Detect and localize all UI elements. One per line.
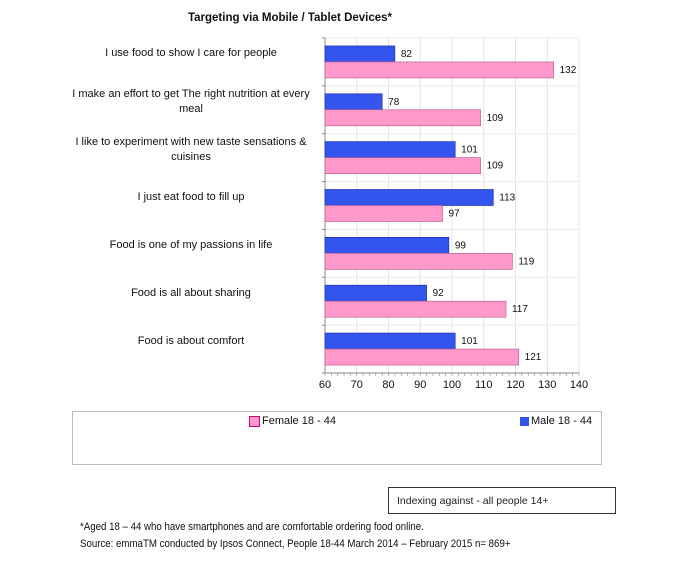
- category-label: Food is one of my passions in life: [109, 238, 273, 251]
- category-label: I make an effort to get The right nutrit…: [72, 87, 310, 115]
- legend-swatch-female: [249, 415, 260, 427]
- bar-male: [324, 189, 494, 206]
- legend: Female 18 - 44 Male 18 - 44: [72, 411, 602, 465]
- legend-label-male: Male 18 - 44: [531, 415, 593, 427]
- data-label: 119: [518, 256, 534, 267]
- x-tick-label: 100: [443, 379, 461, 391]
- data-label: 82: [401, 49, 413, 60]
- x-tick-label: 120: [506, 379, 524, 391]
- legend-label-female: Female 18 - 44: [262, 415, 336, 427]
- data-label: 99: [455, 240, 467, 251]
- x-tick-label: 130: [538, 379, 556, 391]
- footnote: *Aged 18 – 44 who have smartphones and a…: [80, 521, 424, 533]
- x-tick-label: 70: [351, 379, 363, 391]
- category-label: I just eat food to fill up: [137, 191, 245, 203]
- bar-male: [324, 93, 383, 111]
- bar-female: [324, 157, 481, 174]
- source-note: Source: emmaTM conducted by Ipsos Connec…: [80, 538, 511, 550]
- chart-title: Targeting via Mobile / Tablet Devices*: [187, 12, 393, 24]
- category-label: I use food to show I care for people: [105, 47, 277, 60]
- index-note: Indexing against - all people 14+: [388, 487, 616, 514]
- data-label: 117: [512, 304, 528, 315]
- x-tick-label: 110: [475, 379, 493, 391]
- bar-female: [324, 348, 520, 366]
- data-label: 101: [461, 336, 478, 347]
- bar-female: [324, 205, 443, 222]
- bar-female: [324, 61, 554, 79]
- bar-male: [324, 237, 450, 254]
- x-tick-label: 60: [319, 379, 331, 391]
- bar-male: [324, 141, 456, 158]
- bar-female: [324, 109, 481, 127]
- data-label: 121: [525, 352, 542, 363]
- data-label: 97: [448, 209, 460, 220]
- x-tick-label: 140: [570, 379, 588, 391]
- legend-swatch-male: [520, 416, 529, 426]
- data-label: 109: [487, 161, 504, 172]
- x-tick-label: 80: [382, 379, 394, 391]
- legend-male: Male 18 - 44: [520, 415, 592, 427]
- category-label: Food is all about sharing: [131, 286, 251, 299]
- data-label: 92: [433, 288, 445, 299]
- data-label: 78: [388, 97, 400, 108]
- category-label: I like to experiment with new taste sens…: [75, 135, 307, 163]
- data-label: 113: [499, 193, 515, 204]
- bar-male: [324, 332, 456, 350]
- bar-female: [324, 300, 507, 318]
- bar-male: [324, 45, 396, 63]
- data-label: 101: [461, 145, 478, 156]
- data-label: 109: [487, 113, 504, 124]
- legend-female: Female 18 - 44: [249, 415, 336, 427]
- data-label: 132: [560, 65, 577, 76]
- category-label: Food is about comfort: [137, 334, 245, 347]
- bar-female: [324, 253, 513, 270]
- bar-male: [324, 284, 427, 302]
- plot-area: 60 70 80 90 100 110 120 130 140 82 132 78 109 101 109 1…: [319, 37, 588, 391]
- x-tick-label: 90: [414, 379, 426, 391]
